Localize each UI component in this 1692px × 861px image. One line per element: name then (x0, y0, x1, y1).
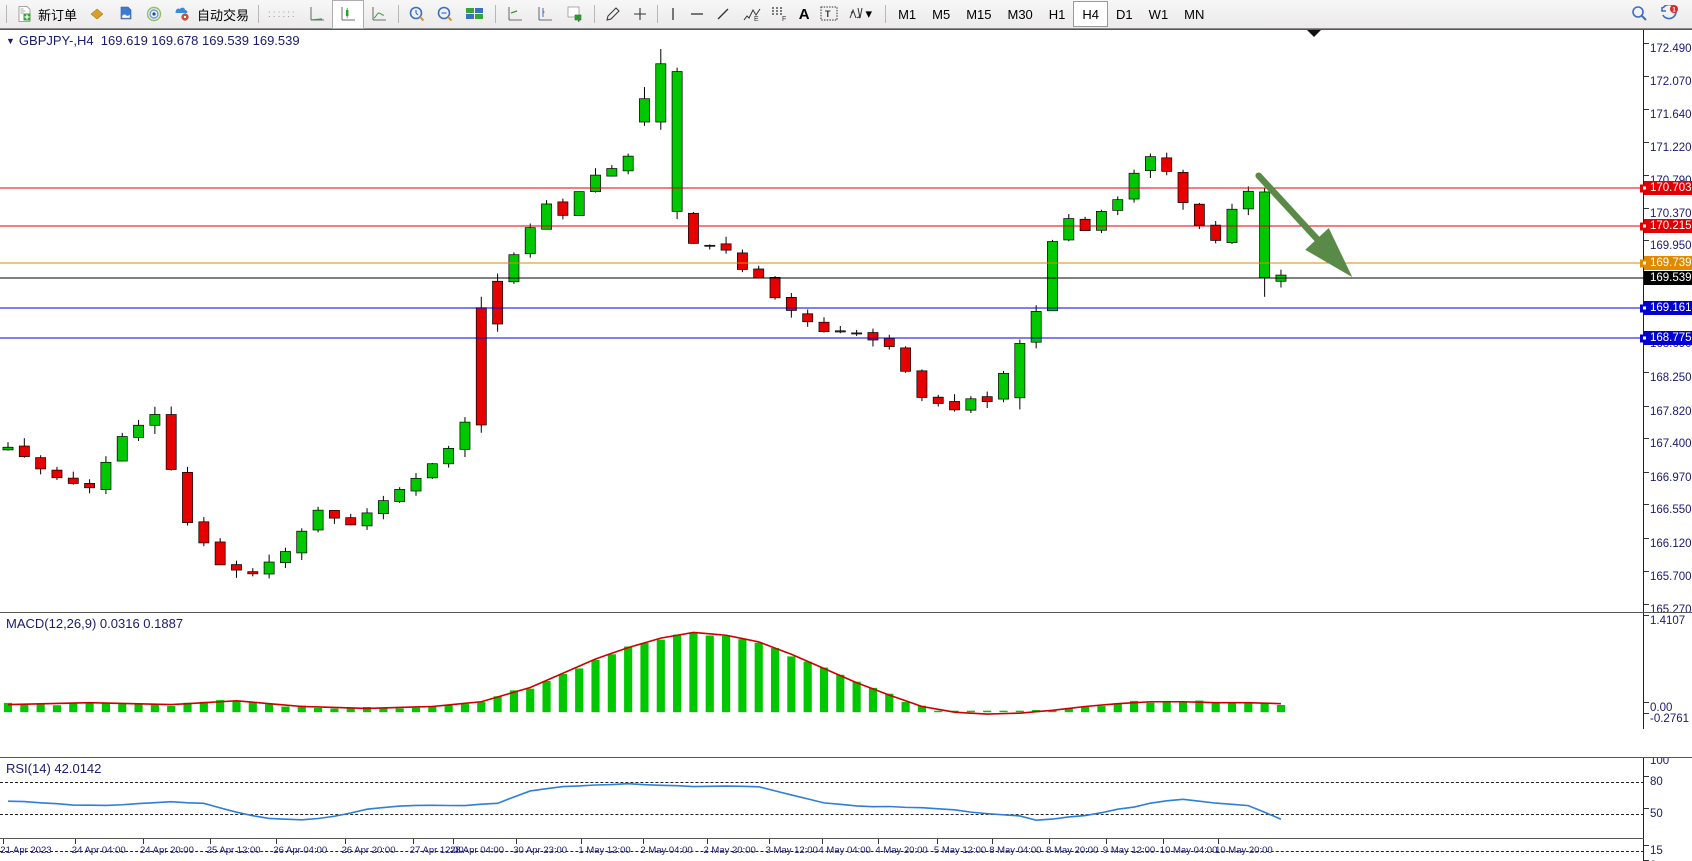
svg-text:F: F (782, 16, 786, 22)
svg-text:E: E (754, 16, 759, 22)
svg-text:T: T (825, 9, 831, 19)
